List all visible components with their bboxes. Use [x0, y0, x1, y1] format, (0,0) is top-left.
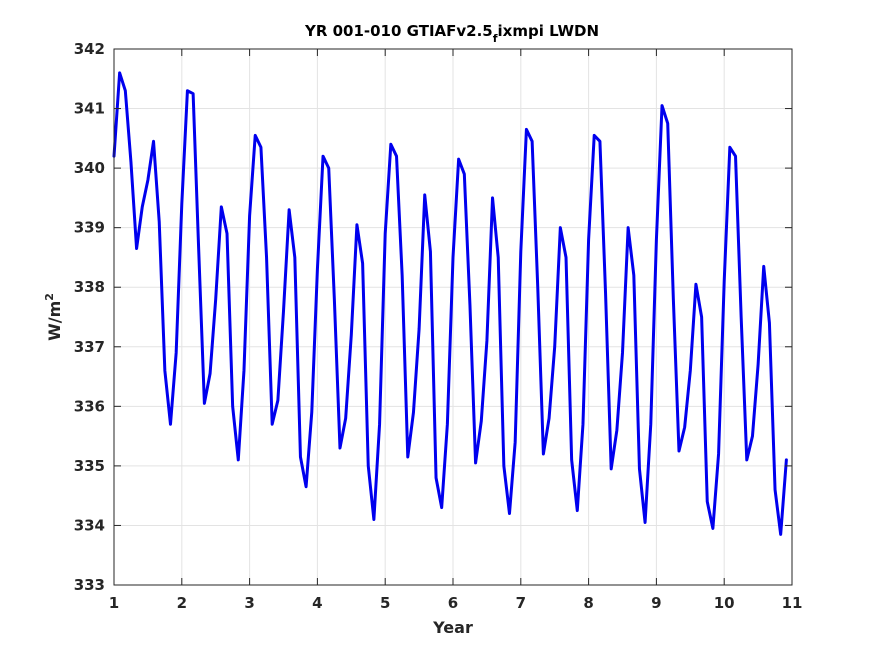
y-tick-label: 337	[74, 338, 105, 356]
y-tick-label: 339	[74, 219, 105, 237]
chart-title-subscript: f	[493, 32, 498, 45]
x-tick-label: 8	[583, 594, 593, 612]
x-tick-label: 10	[714, 594, 735, 612]
x-tick-labels: 1 2 3 4 5 6 7 8 9 10 11	[109, 594, 803, 612]
series-line-lwdn	[112, 71, 788, 536]
chart-title-suffix: ixmpi LWDN	[498, 22, 600, 40]
y-axis-label: W/m2	[43, 293, 64, 341]
y-tick-label: 340	[74, 159, 105, 177]
x-tick-label: 3	[244, 594, 254, 612]
y-axis-label-superscript: 2	[43, 293, 56, 301]
y-tick-label: 341	[74, 100, 105, 118]
y-tick-label: 333	[74, 576, 105, 594]
chart-title-main: YR 001-010 GTIAFv2.5	[304, 22, 493, 40]
x-tick-label: 11	[782, 594, 803, 612]
x-tick-label: 7	[516, 594, 526, 612]
x-axis-label: Year	[432, 618, 473, 637]
x-tick-label: 4	[312, 594, 322, 612]
y-tick-label: 334	[74, 516, 105, 534]
y-tick-label: 342	[74, 40, 105, 58]
x-tick-label: 2	[177, 594, 187, 612]
y-axis-label-base: W/m	[45, 301, 64, 341]
y-tick-label: 335	[74, 457, 105, 475]
x-tick-label: 6	[448, 594, 458, 612]
y-tick-label: 338	[74, 278, 105, 296]
y-tick-marks	[114, 48, 792, 586]
x-tick-label: 1	[109, 594, 119, 612]
y-tick-labels: 333 334 335 336 337 338 339 340 341 342	[74, 40, 105, 594]
x-tick-label: 9	[651, 594, 661, 612]
x-tick-label: 5	[380, 594, 390, 612]
plot-area	[112, 48, 793, 586]
x-tick-marks	[113, 49, 793, 585]
chart-title: YR 001-010 GTIAFv2.5fixmpi LWDN	[304, 22, 599, 45]
y-tick-label: 336	[74, 397, 105, 415]
